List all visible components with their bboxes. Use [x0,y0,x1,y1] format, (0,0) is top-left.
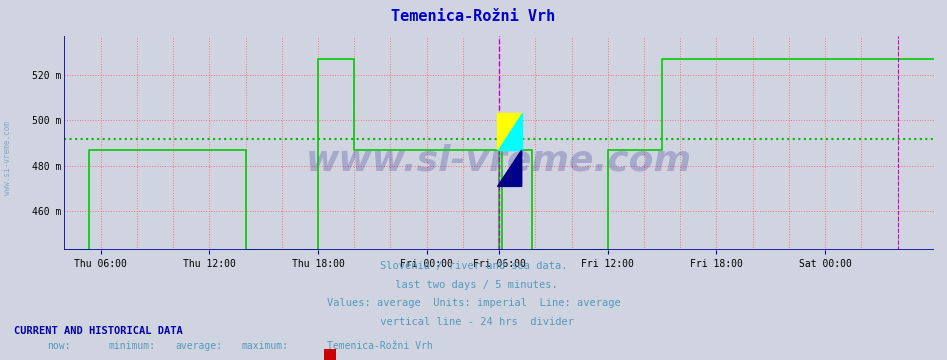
Text: www.si-vreme.com: www.si-vreme.com [306,143,692,177]
Polygon shape [497,113,522,150]
Text: minimum:: minimum: [109,341,156,351]
Polygon shape [497,113,522,150]
Text: Temenica-Rožni Vrh: Temenica-Rožni Vrh [327,341,433,351]
Text: average:: average: [175,341,223,351]
Text: now:: now: [47,341,71,351]
Text: Values: average  Units: imperial  Line: average: Values: average Units: imperial Line: av… [327,298,620,309]
Text: Slovenia / river and sea data.: Slovenia / river and sea data. [380,261,567,271]
Text: last two days / 5 minutes.: last two days / 5 minutes. [389,280,558,290]
Text: CURRENT AND HISTORICAL DATA: CURRENT AND HISTORICAL DATA [14,326,183,336]
Polygon shape [497,150,522,186]
Text: maximum:: maximum: [241,341,289,351]
Text: Temenica-Rožni Vrh: Temenica-Rožni Vrh [391,9,556,24]
Text: www.si-vreme.com: www.si-vreme.com [3,121,12,195]
Text: vertical line - 24 hrs  divider: vertical line - 24 hrs divider [373,317,574,327]
